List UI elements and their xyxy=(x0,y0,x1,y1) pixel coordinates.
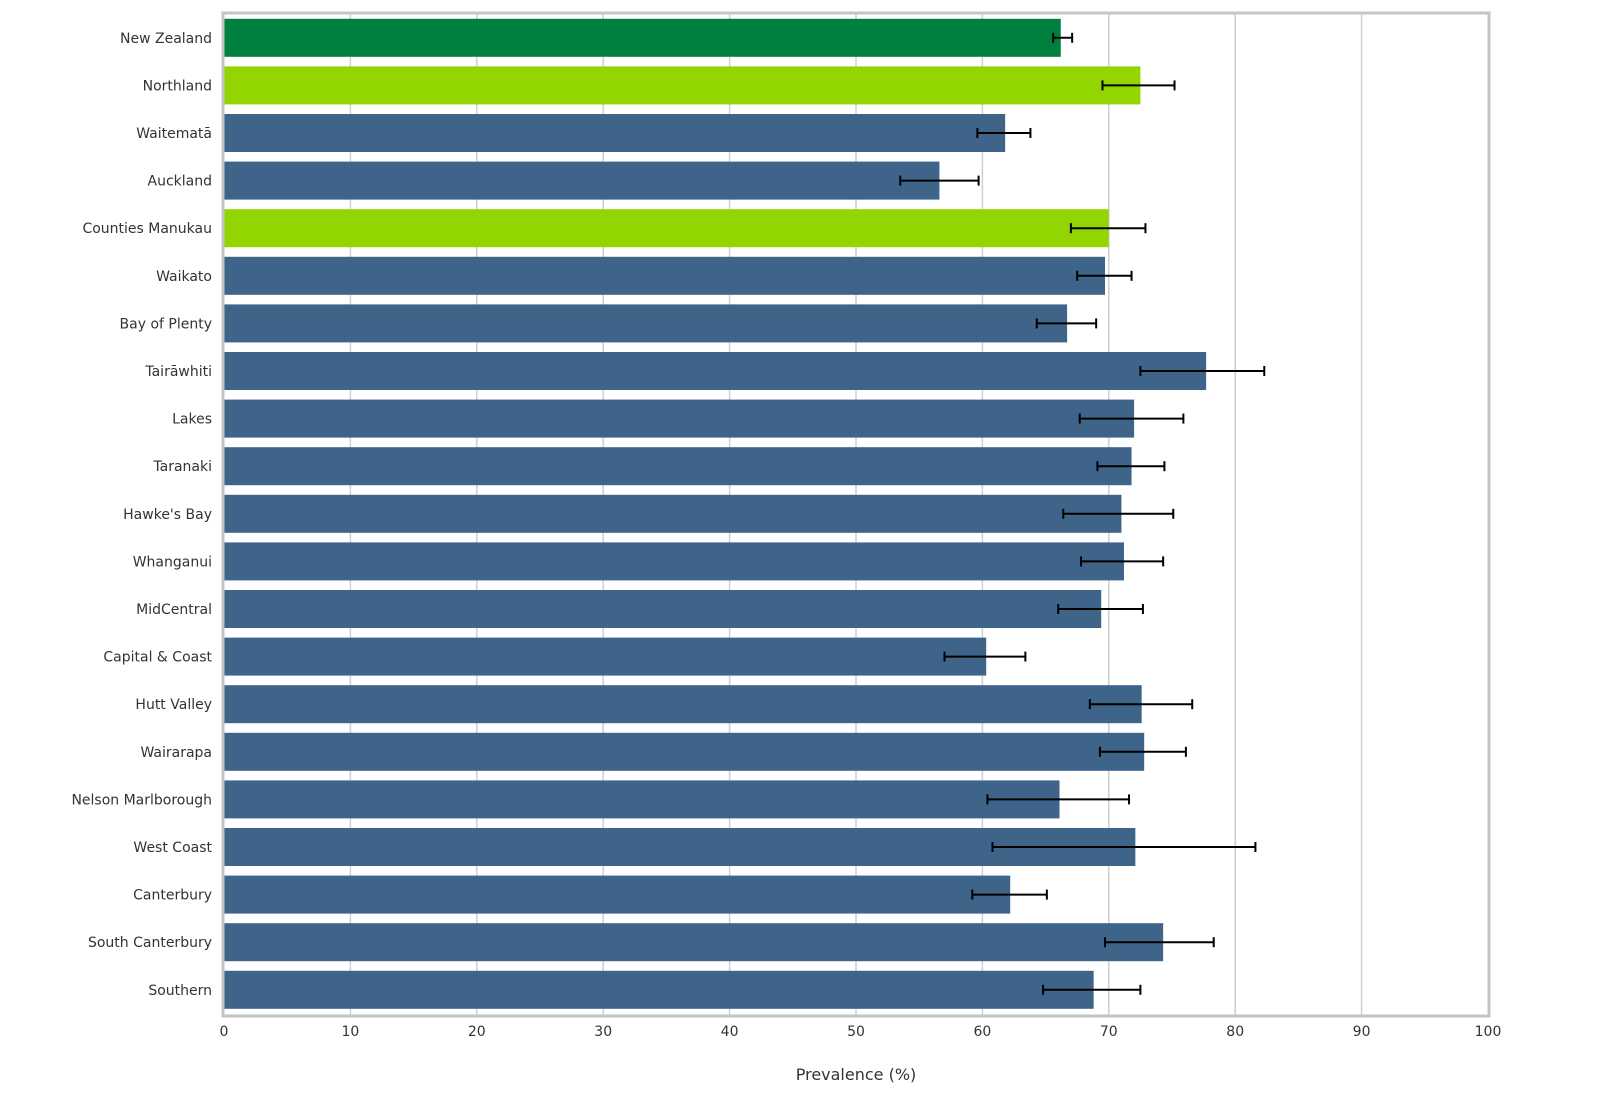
category-label: Tairāwhiti xyxy=(144,364,212,380)
category-label: Lakes xyxy=(172,412,212,428)
bar xyxy=(224,732,1145,771)
category-label: Southern xyxy=(148,983,212,999)
x-tick-label: 20 xyxy=(468,1024,486,1040)
category-label: West Coast xyxy=(133,840,212,856)
category-label: Hutt Valley xyxy=(135,697,212,713)
bar xyxy=(224,209,1109,248)
bar xyxy=(224,18,1061,57)
plot-area-border xyxy=(221,11,1491,1018)
bar xyxy=(224,970,1094,1009)
x-tick-label: 30 xyxy=(594,1024,612,1040)
x-tick-label: 70 xyxy=(1100,1024,1118,1040)
x-axis-title: Prevalence (%) xyxy=(796,1065,917,1084)
category-label: South Canterbury xyxy=(88,935,212,951)
error-bars xyxy=(899,32,1266,995)
bar xyxy=(224,637,987,676)
y-axis-labels: New Zealand Northland Waitematā Auckland Cou… xyxy=(71,31,212,999)
bar xyxy=(224,256,1106,295)
x-tick-label: 100 xyxy=(1475,1024,1502,1040)
category-label: Canterbury xyxy=(133,888,212,904)
category-label: New Zealand xyxy=(120,31,212,47)
bar xyxy=(224,685,1142,724)
x-tick-label: 80 xyxy=(1226,1024,1244,1040)
x-axis-tick-labels: 0 10 20 30 40 50 60 70 80 90 100 xyxy=(220,1024,1502,1040)
category-label: Counties Manukau xyxy=(82,221,212,237)
category-label: Nelson Marlborough xyxy=(71,792,212,808)
category-label: Capital & Coast xyxy=(103,650,212,666)
category-label: Hawke's Bay xyxy=(123,507,212,523)
bar xyxy=(224,542,1124,581)
bars xyxy=(224,18,1207,1009)
bar xyxy=(224,875,1011,914)
bar xyxy=(224,66,1141,105)
bar xyxy=(224,494,1122,533)
bar xyxy=(224,447,1132,486)
bar xyxy=(224,161,940,200)
bar xyxy=(224,399,1135,438)
x-tick-label: 40 xyxy=(721,1024,739,1040)
x-tick-label: 10 xyxy=(341,1024,359,1040)
category-label: Whanganui xyxy=(133,554,212,570)
bar xyxy=(224,352,1207,390)
category-label: Northland xyxy=(143,78,212,94)
category-label: Wairarapa xyxy=(140,745,212,761)
category-label: Bay of Plenty xyxy=(120,316,212,332)
category-label: Waikato xyxy=(156,269,212,285)
bar xyxy=(224,923,1164,962)
category-label: Taranaki xyxy=(152,459,212,475)
category-label: MidCentral xyxy=(136,602,212,618)
category-label: Waitematā xyxy=(136,126,212,142)
bar xyxy=(224,780,1060,819)
bar xyxy=(224,304,1068,343)
x-tick-label: 90 xyxy=(1353,1024,1371,1040)
category-label: Auckland xyxy=(148,174,212,190)
x-tick-label: 0 xyxy=(220,1024,229,1040)
x-tick-label: 60 xyxy=(973,1024,991,1040)
bar xyxy=(224,828,1136,866)
bar xyxy=(224,114,1006,152)
x-tick-label: 50 xyxy=(847,1024,865,1040)
bar xyxy=(224,590,1102,628)
